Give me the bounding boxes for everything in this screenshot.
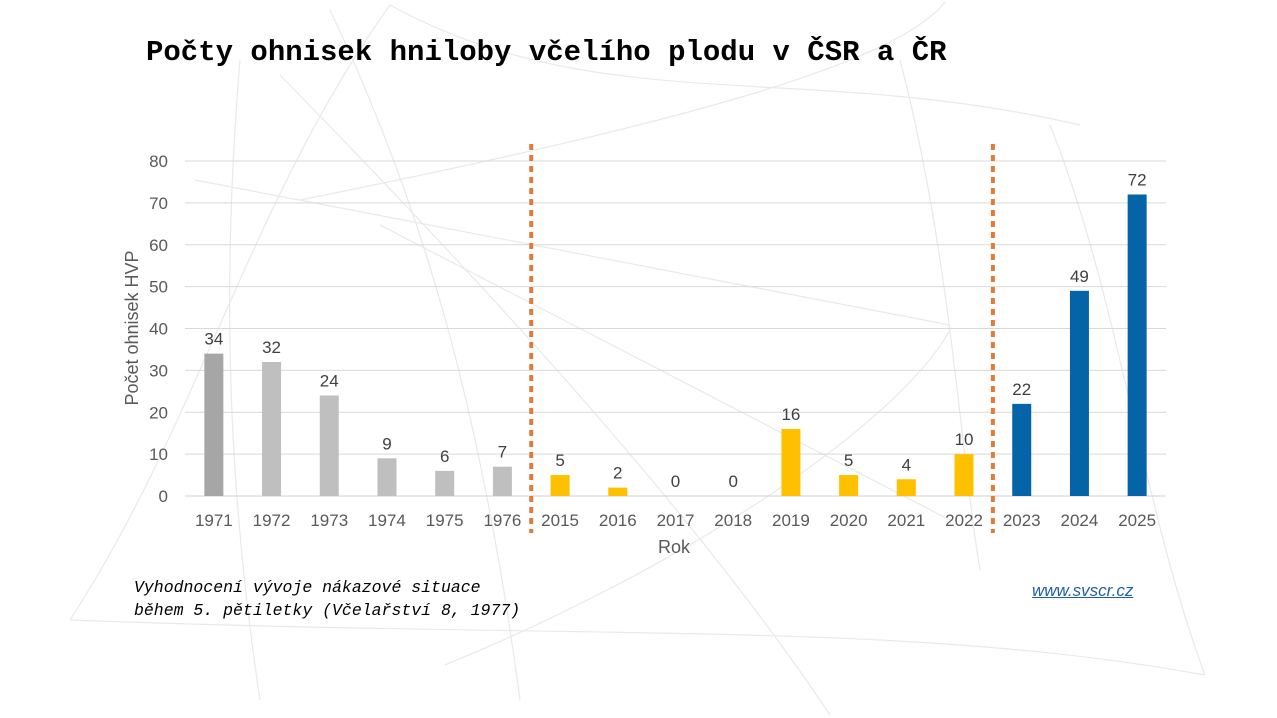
bar-2021 [896,479,916,496]
data-label-2025: 72 [1128,171,1147,190]
y-tick-label: 0 [159,487,168,506]
data-label-1971: 34 [204,330,223,349]
data-label-2023: 22 [1012,380,1031,399]
y-tick-label: 30 [149,361,168,380]
x-tick-label-2022: 2022 [945,511,983,530]
bar-1976 [492,466,512,496]
data-label-2015: 5 [555,451,564,470]
data-label-2020: 5 [844,451,853,470]
data-label-2018: 0 [728,472,737,491]
data-label-2017: 0 [671,472,680,491]
bar-2019 [781,429,801,496]
data-label-2024: 49 [1070,267,1089,286]
x-tick-label-1974: 1974 [368,511,406,530]
source-note: Vyhodnocení vývoje nákazové situace běhe… [134,576,520,622]
x-tick-label-1975: 1975 [426,511,464,530]
bar-1973 [319,395,339,496]
data-label-1974: 9 [382,434,391,453]
bar-2025 [1127,194,1147,496]
y-tick-label: 50 [149,278,168,297]
data-label-1973: 24 [320,372,339,391]
x-tick-labels: 1971 1972 1973 1974 1975 1976 2015 2016 2017 2018… [195,511,1156,530]
chart-title: Počty ohnisek hniloby včelího plodu v ČS… [146,36,947,69]
y-tick-label: 20 [149,403,168,422]
source-note-line-1: Vyhodnocení vývoje nákazové situace [134,578,481,597]
bars [204,194,1147,496]
x-tick-label-2024: 2024 [1061,511,1099,530]
y-tick-label: 10 [149,445,168,464]
y-tick-labels: 0 10 20 30 40 50 60 70 80 [149,152,168,506]
y-tick-label: 80 [149,152,168,171]
bar-1974 [377,458,397,496]
data-label-2016: 2 [613,464,622,483]
x-tick-label-2025: 2025 [1118,511,1156,530]
website-link[interactable]: www.svscr.cz [1032,581,1134,600]
x-tick-label-1976: 1976 [483,511,521,530]
y-tick-label: 60 [149,236,168,255]
y-axis-title: Počet ohnisek HVP [122,250,142,405]
x-tick-label-2021: 2021 [887,511,925,530]
source-note-line-2: během 5. pětiletky (Včelařství 8, 1977) [134,601,521,620]
data-label-2019: 16 [781,405,800,424]
x-tick-label-2016: 2016 [599,511,637,530]
y-tick-label: 40 [149,320,168,339]
data-label-1972: 32 [262,338,281,357]
bar-1975 [435,470,455,496]
data-label-2022: 10 [955,430,974,449]
x-tick-label-2023: 2023 [1003,511,1041,530]
bar-2015 [550,475,570,496]
x-axis-title: Rok [658,537,691,557]
data-label-1976: 7 [498,443,507,462]
data-label-2021: 4 [902,455,911,474]
bar-1972 [262,362,282,496]
bar-2023 [1012,403,1032,496]
x-tick-label-2015: 2015 [541,511,579,530]
x-tick-label-2020: 2020 [830,511,868,530]
data-labels: 34 32 24 9 6 7 5 2 0 0 16 5 4 10 22 49 72 [204,171,1146,492]
bar-2016 [608,487,628,496]
data-label-1975: 6 [440,447,449,466]
x-tick-label-2017: 2017 [657,511,695,530]
bar-1971 [204,353,224,496]
x-tick-label-2019: 2019 [772,511,810,530]
bar-2020 [839,475,859,496]
x-tick-label-1973: 1973 [310,511,348,530]
x-tick-label-1972: 1972 [253,511,291,530]
x-tick-label-2018: 2018 [714,511,752,530]
period-dividers [529,144,995,533]
bar-2024 [1069,290,1089,496]
x-tick-label-1971: 1971 [195,511,233,530]
bar-2022 [954,454,974,496]
y-tick-label: 70 [149,194,168,213]
gridlines [185,160,1166,497]
